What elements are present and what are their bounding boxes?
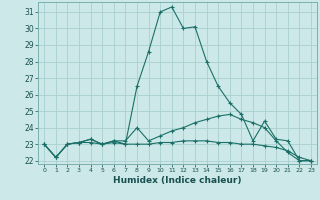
- X-axis label: Humidex (Indice chaleur): Humidex (Indice chaleur): [113, 176, 242, 185]
